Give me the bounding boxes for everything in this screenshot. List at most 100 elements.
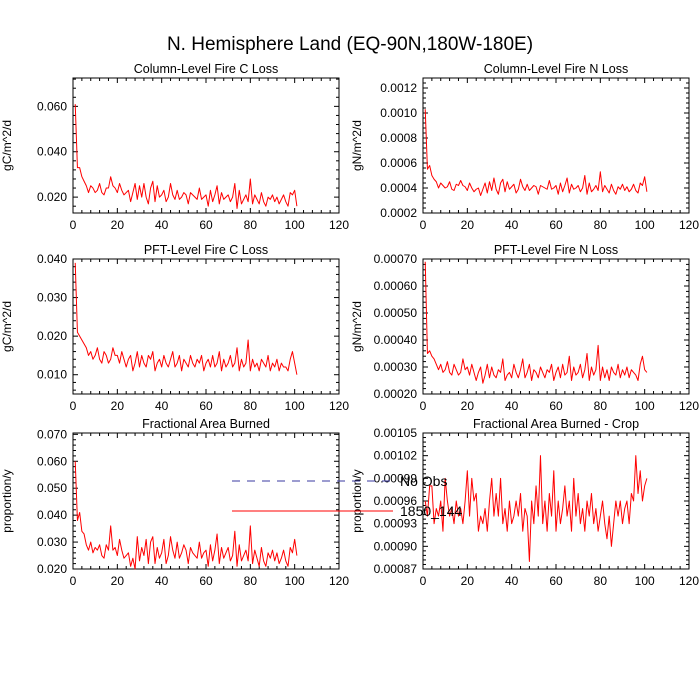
y-tick-label: 0.030 [37,291,67,305]
x-tick-label: 20 [111,218,125,232]
x-tick-label: 40 [505,574,519,588]
x-tick-label: 0 [70,218,77,232]
x-tick-label: 40 [505,399,519,413]
y-tick-label: 0.00060 [374,279,418,293]
plot-frame [422,432,690,570]
y-tick-label: 0.00090 [374,539,418,553]
plot-frame [422,77,690,214]
y-tick-label: 0.050 [37,481,67,495]
y-tick-label: 0.020 [37,562,67,576]
x-tick-label: 100 [635,218,655,232]
y-tick-label: 0.020 [37,190,67,204]
y-tick-label: 0.040 [37,145,67,159]
x-tick-label: 80 [244,574,258,588]
x-tick-label: 0 [420,218,427,232]
plot-frame [72,77,340,214]
x-tick-label: 120 [329,399,349,413]
x-tick-label: 0 [420,399,427,413]
x-tick-label: 80 [594,574,608,588]
legend-no-obs-label: No Obs [400,473,447,489]
x-tick-label: 60 [199,574,213,588]
x-tick-label: 0 [70,574,77,588]
x-tick-label: 20 [461,218,475,232]
series-line-1850-144 [424,455,648,562]
x-tick-label: 80 [244,218,258,232]
x-tick-label: 120 [329,218,349,232]
chart-panel-3: 0 20 40 60 80 100 120 0.010 0.020 0.030 0.040 PFT-L… [0,243,349,413]
chart-panel-6: 0 20 40 60 80 100 120 0.00087 0.00090 0.00093 0.00… [350,417,699,588]
x-tick-label: 60 [199,218,213,232]
panels-group: 0 20 40 60 80 100 120 0.020 0.040 0.060 Column-Lev… [0,62,699,588]
chart-panel-2: 0 20 40 60 80 100 120 0.0002 0.0004 0.0006 0.0008 0… [350,62,699,232]
x-tick-label: 120 [679,574,699,588]
series-line-1850-144 [74,262,298,375]
series-line-1850-144 [424,109,648,196]
y-axis-label: proportion/y [0,469,14,532]
panel-title: Column-Level Fire C Loss [134,62,279,76]
x-tick-label: 100 [285,218,305,232]
y-tick-label: 0.00087 [374,562,418,576]
x-tick-label: 60 [549,574,563,588]
series-line-1850-144 [74,104,298,209]
y-axis-label: gC/m^2/d [0,120,14,171]
x-tick-label: 100 [635,399,655,413]
y-tick-label: 0.0012 [380,81,417,95]
x-tick-label: 120 [329,574,349,588]
x-tick-label: 60 [549,399,563,413]
y-tick-label: 0.00099 [374,471,418,485]
x-tick-label: 20 [111,399,125,413]
panel-title: Fractional Area Burned - Crop [473,417,639,431]
x-tick-label: 0 [70,399,77,413]
chart-panel-5: 0 20 40 60 80 100 120 0.020 0.030 0.040 0.050 0.060… [0,417,349,588]
y-tick-label: 0.00050 [374,306,418,320]
y-tick-label: 0.070 [37,427,67,441]
y-tick-label: 0.060 [37,99,67,113]
x-tick-label: 60 [199,399,213,413]
x-tick-label: 20 [461,574,475,588]
series-line-1850-144 [424,261,648,384]
y-tick-label: 0.060 [37,454,67,468]
x-tick-label: 60 [549,218,563,232]
x-tick-label: 40 [505,218,519,232]
chart-panel-1: 0 20 40 60 80 100 120 0.020 0.040 0.060 Column-Lev… [0,62,349,232]
x-tick-label: 80 [594,218,608,232]
panel-title: PFT-Level Fire C Loss [144,243,268,257]
y-tick-label: 0.0006 [380,156,417,170]
x-tick-label: 120 [679,399,699,413]
y-tick-label: 0.00030 [374,360,418,374]
y-axis-label: gN/m^2/d [350,301,364,352]
y-tick-label: 0.00070 [374,252,418,266]
figure-title: N. Hemisphere Land (EQ-90N,180W-180E) [167,34,533,55]
chart-panel-4: 0 20 40 60 80 100 120 0.00020 0.00030 0.00040 0.00… [350,243,699,413]
y-axis-label: gC/m^2/d [0,301,14,352]
y-tick-label: 0.040 [37,252,67,266]
legend-1850-144-label: 1850_144 [400,503,463,519]
y-tick-label: 0.030 [37,535,67,549]
y-tick-label: 0.0004 [380,181,417,195]
panel-title: PFT-Level Fire N Loss [494,243,618,257]
series-line-1850-144 [74,461,298,570]
panel-title: Column-Level Fire N Loss [484,62,629,76]
y-tick-label: 0.00093 [374,517,418,531]
x-tick-label: 100 [285,574,305,588]
y-axis-label: gN/m^2/d [350,120,364,171]
x-tick-label: 100 [635,574,655,588]
x-tick-label: 40 [155,218,169,232]
plot-frame [72,258,340,395]
panel-title: Fractional Area Burned [142,417,270,431]
y-tick-label: 0.010 [37,368,67,382]
y-tick-label: 0.00040 [374,333,418,347]
legend: No Obs 1850_144 [232,473,463,519]
x-tick-label: 80 [594,399,608,413]
y-tick-label: 0.0002 [380,206,417,220]
x-tick-label: 20 [461,399,475,413]
x-tick-label: 40 [155,574,169,588]
y-tick-label: 0.040 [37,508,67,522]
y-tick-label: 0.0010 [380,106,417,120]
y-tick-label: 0.00102 [374,449,418,463]
x-tick-label: 120 [679,218,699,232]
x-tick-label: 40 [155,399,169,413]
x-tick-label: 80 [244,399,258,413]
y-tick-label: 0.020 [37,329,67,343]
